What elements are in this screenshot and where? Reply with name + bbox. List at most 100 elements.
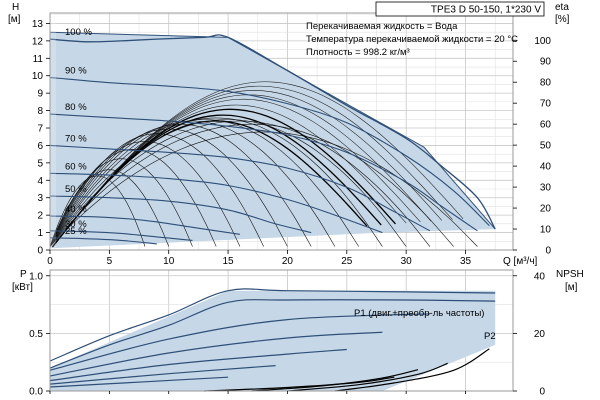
system-curve [49, 128, 288, 247]
npsh-tick-label: 20 [534, 329, 546, 340]
npsh-curve [334, 348, 490, 392]
speed-curve-90 [49, 76, 490, 226]
system-curve [49, 120, 431, 247]
npsh-curve [251, 369, 419, 392]
speed-curve-100 [49, 34, 496, 230]
eta-tick-label: 60 [540, 120, 552, 131]
q-tick-label: 5 [107, 256, 113, 267]
info-line-temperature: Температура перекачиваемой жидкости = 20… [306, 34, 518, 45]
q-tick-label: 15 [223, 256, 235, 267]
eta-tick-label: 80 [540, 78, 552, 89]
speed-label: 80 % [65, 102, 87, 113]
q-tick-label: 0 [47, 256, 53, 267]
head-frame [49, 12, 514, 251]
power-panel: P1 (двиг.+преобр-ль частоты) P2 0.0 0.5 1.0 0… [12, 269, 584, 398]
npsh-axis-label: NPSH [556, 269, 584, 280]
system-curve [49, 120, 336, 247]
title-box [375, 1, 545, 17]
eta-axis-unit: [%] [555, 14, 570, 25]
h-tick-label: 4 [37, 176, 43, 187]
h-tick-label: 11 [33, 54, 44, 65]
power-curve [49, 348, 347, 382]
speed-curve-40 [49, 215, 240, 235]
p-tick-label: 0.5 [29, 329, 43, 340]
p-tick-label: 1.0 [29, 271, 43, 282]
h-tick-label: 2 [37, 211, 43, 222]
speed-curve-70 [49, 144, 431, 232]
npsh-tick-label: 40 [534, 271, 546, 282]
h-tick-label: 7 [37, 124, 43, 135]
info-line-density: Плотность = 998.2 кг/м³ [306, 47, 410, 58]
p2-label: P2 [484, 331, 496, 342]
eta-tick-label: 30 [540, 183, 552, 194]
system-curve [49, 131, 478, 247]
speed-curve-60 [49, 172, 383, 234]
system-curve [49, 123, 454, 247]
eta-tick-label: 10 [540, 225, 552, 236]
eta-axis-label: eta [555, 2, 569, 13]
power-curve [49, 331, 383, 377]
chart-title: TPE3 D 50-150, 1*230 V [431, 5, 541, 16]
info-line-fluid: Перекачиваемая жидкость = Вода [306, 21, 458, 32]
h-tick-label: 0 [37, 246, 43, 257]
speed-curve-80 [49, 113, 478, 232]
system-curve [49, 169, 169, 247]
power-curve [49, 365, 276, 385]
eta-tick-label: 100 [534, 36, 551, 47]
q-tick-label: 25 [341, 256, 353, 267]
system-curve [49, 175, 146, 247]
head-panel: 100 %90 %80 %70 %60 %50 %40 %30 %25 %012… [8, 2, 570, 267]
eta-tick-label: 20 [540, 204, 552, 215]
system-curve [49, 123, 312, 247]
power-curve [49, 313, 430, 371]
eta-tick-label: 50 [540, 141, 552, 152]
speed-label: 25 % [65, 226, 87, 237]
q-tick-label: 35 [460, 256, 472, 267]
p-axis-unit: [кВт] [12, 282, 33, 293]
speed-label: 40 % [65, 204, 87, 215]
p-tick-label: 0.0 [29, 387, 43, 398]
speed-label: 90 % [65, 65, 87, 76]
h-tick-label: 13 [32, 19, 44, 30]
h-tick-label: 5 [37, 158, 43, 169]
npsh-axis-unit: [м] [565, 282, 578, 293]
h-tick-label: 10 [32, 71, 44, 82]
h-axis-label: H [12, 2, 19, 13]
p-axis-label: P [20, 269, 27, 280]
npsh-curve [287, 362, 448, 392]
q-tick-label: 10 [163, 256, 175, 267]
power-frame [49, 269, 514, 392]
speed-label: 30 % [65, 219, 87, 230]
system-curve [49, 117, 383, 247]
speed-label: 70 % [65, 133, 87, 144]
power-curve [49, 376, 229, 388]
h-tick-label: 12 [32, 36, 44, 47]
eta-tick-label: 0 [545, 246, 551, 257]
eta-tick-label: 90 [540, 57, 552, 68]
speed-label: 60 % [65, 161, 87, 172]
speed-curve-50 [49, 195, 312, 234]
p2-curve [49, 299, 496, 369]
max-curve-boundary [49, 31, 496, 230]
h-tick-label: 9 [37, 89, 43, 100]
h-tick-label: 8 [37, 106, 43, 117]
h-tick-label: 1 [37, 228, 43, 239]
h-tick-label: 3 [37, 193, 43, 204]
speed-curve-30 [49, 230, 193, 241]
speed-label: 50 % [65, 184, 87, 195]
q-axis-label: Q [м³/ч] [503, 256, 538, 267]
eta-tick-label: 70 [540, 99, 552, 110]
npsh-curve [204, 376, 395, 392]
q-tick-label: 20 [282, 256, 294, 267]
npsh-tick-label: 0 [539, 387, 545, 398]
h-tick-label: 6 [37, 141, 43, 152]
speed-curve-25 [49, 237, 157, 245]
q-tick-label: 30 [401, 256, 413, 267]
speed-label: 100 % [65, 27, 92, 38]
p1-label: P1 (двиг.+преобр-ль частоты) [354, 308, 484, 319]
h-axis-unit: [м] [8, 14, 21, 25]
system-curve [49, 133, 264, 247]
eta-tick-label: 40 [540, 162, 552, 173]
p1-curve [49, 288, 496, 362]
